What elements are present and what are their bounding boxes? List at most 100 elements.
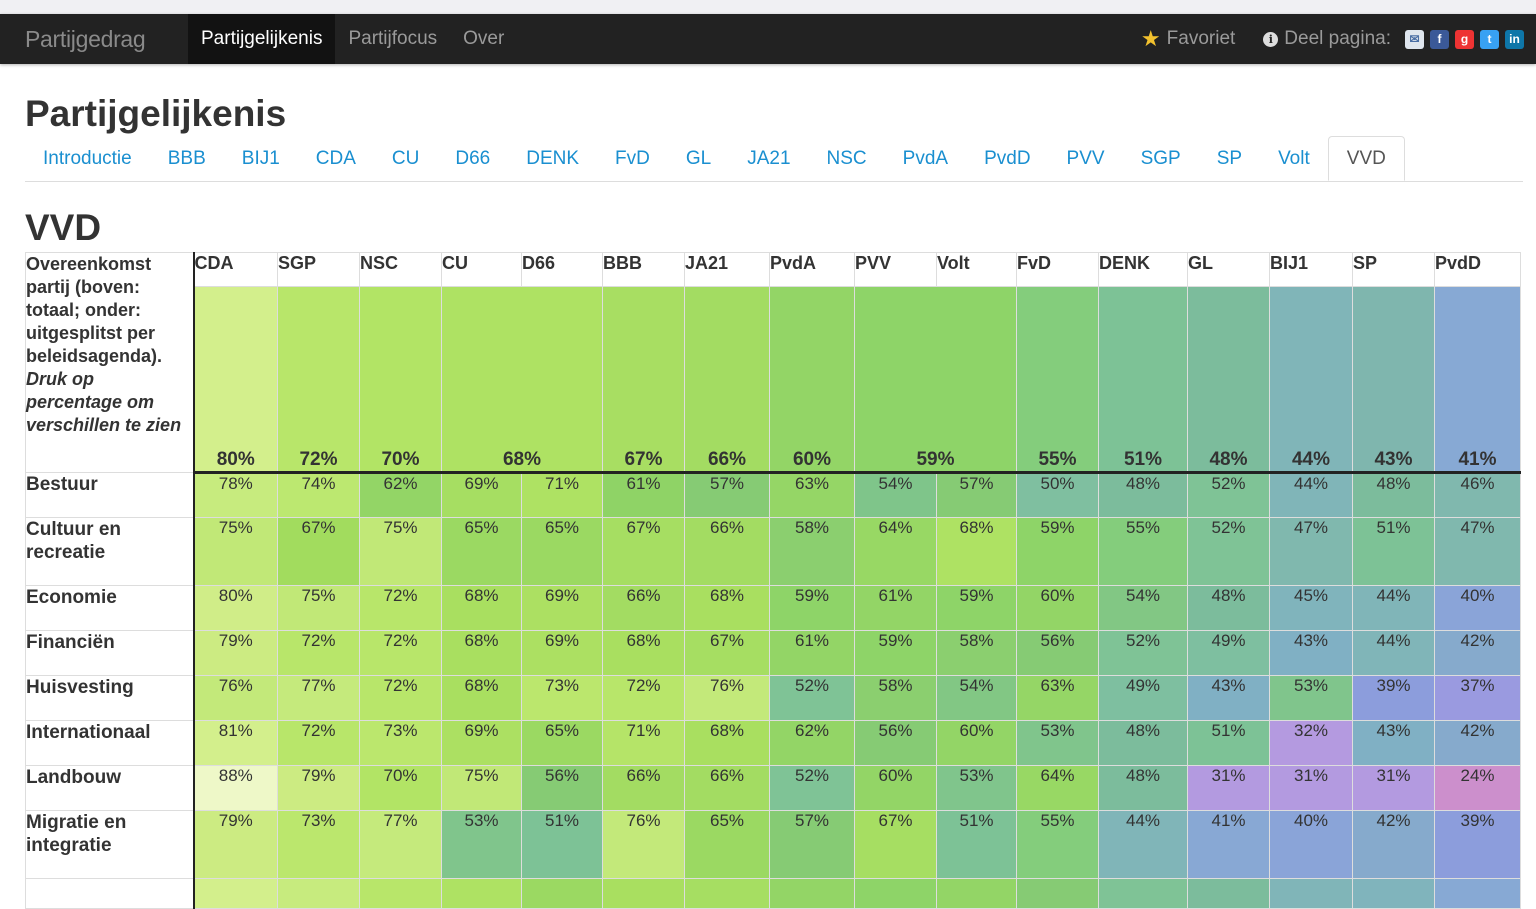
total-percentage[interactable]: 51% — [1098, 286, 1188, 474]
percentage-cell[interactable]: 75% — [359, 517, 442, 586]
percentage-cell[interactable]: 78% — [193, 472, 278, 518]
email-share-icon[interactable]: ✉ — [1405, 29, 1424, 49]
percentage-cell[interactable]: 39% — [1434, 810, 1521, 879]
percentage-cell[interactable]: 31% — [1352, 765, 1435, 811]
percentage-cell[interactable]: 60% — [1016, 585, 1099, 631]
percentage-cell[interactable]: 81% — [193, 720, 278, 766]
percentage-cell[interactable]: 54% — [936, 675, 1017, 721]
percentage-cell[interactable]: 48% — [1352, 472, 1435, 518]
tab-cu[interactable]: CU — [391, 147, 420, 169]
linkedin-share-icon[interactable]: in — [1505, 29, 1524, 49]
percentage-cell[interactable]: 65% — [521, 517, 603, 586]
tab-d66[interactable]: D66 — [455, 147, 491, 169]
percentage-cell[interactable]: 62% — [359, 472, 442, 518]
percentage-cell[interactable]: 79% — [193, 810, 278, 879]
total-percentage[interactable]: 68% — [441, 286, 603, 474]
percentage-cell[interactable]: 42% — [1434, 720, 1521, 766]
percentage-cell[interactable]: 68% — [936, 517, 1017, 586]
percentage-cell[interactable]: 61% — [854, 585, 937, 631]
percentage-cell[interactable]: 58% — [769, 517, 855, 586]
percentage-cell[interactable]: 52% — [769, 765, 855, 811]
percentage-cell[interactable]: 56% — [1016, 630, 1099, 676]
percentage-cell[interactable]: 43% — [1187, 675, 1270, 721]
percentage-cell[interactable]: 57% — [936, 472, 1017, 518]
percentage-cell[interactable]: 31% — [1269, 765, 1353, 811]
percentage-cell[interactable]: 64% — [854, 517, 937, 586]
percentage-cell[interactable]: 44% — [1352, 585, 1435, 631]
percentage-cell[interactable]: 67% — [854, 810, 937, 879]
percentage-cell[interactable]: 60% — [936, 720, 1017, 766]
percentage-cell[interactable]: 68% — [602, 630, 685, 676]
percentage-cell[interactable]: 44% — [1098, 810, 1188, 879]
percentage-cell[interactable]: 24% — [1434, 765, 1521, 811]
percentage-cell[interactable]: 47% — [1269, 517, 1353, 586]
percentage-cell[interactable]: 58% — [854, 675, 937, 721]
percentage-cell[interactable]: 69% — [521, 630, 603, 676]
percentage-cell[interactable]: 51% — [521, 810, 603, 879]
percentage-cell[interactable]: 66% — [684, 517, 770, 586]
tab-cda[interactable]: CDA — [315, 147, 356, 169]
percentage-cell[interactable]: 68% — [441, 675, 522, 721]
percentage-cell[interactable]: 79% — [193, 630, 278, 676]
twitter-share-icon[interactable]: t — [1480, 29, 1499, 49]
total-percentage[interactable]: 41% — [1434, 286, 1521, 474]
percentage-cell[interactable]: 77% — [277, 675, 360, 721]
percentage-cell[interactable]: 72% — [277, 720, 360, 766]
percentage-cell[interactable]: 59% — [854, 630, 937, 676]
percentage-cell[interactable]: 53% — [936, 765, 1017, 811]
tab-introductie[interactable]: Introductie — [43, 147, 132, 169]
percentage-cell[interactable]: 55% — [1098, 517, 1188, 586]
percentage-cell[interactable]: 73% — [277, 810, 360, 879]
facebook-share-icon[interactable]: f — [1430, 29, 1449, 49]
percentage-cell[interactable]: 42% — [1434, 630, 1521, 676]
nav-partijgelijkenis[interactable]: Partijgelijkenis — [188, 14, 336, 64]
favorite-button[interactable]: ★ Favoriet — [1141, 26, 1235, 52]
percentage-cell[interactable]: 51% — [1352, 517, 1435, 586]
tab-sp[interactable]: SP — [1216, 147, 1243, 169]
percentage-cell[interactable]: 74% — [277, 472, 360, 518]
percentage-cell[interactable]: 68% — [684, 720, 770, 766]
percentage-cell[interactable]: 43% — [1269, 630, 1353, 676]
total-percentage[interactable]: 48% — [1187, 286, 1270, 474]
percentage-cell[interactable]: 88% — [193, 765, 278, 811]
percentage-cell[interactable]: 71% — [521, 472, 603, 518]
percentage-cell[interactable]: 73% — [359, 720, 442, 766]
percentage-cell[interactable]: 58% — [936, 630, 1017, 676]
tab-pvdd[interactable]: PvdD — [984, 147, 1031, 169]
tab-vvd[interactable]: VVD — [1327, 136, 1405, 181]
percentage-cell[interactable]: 75% — [193, 517, 278, 586]
percentage-cell[interactable]: 48% — [1098, 472, 1188, 518]
percentage-cell[interactable]: 31% — [1187, 765, 1270, 811]
percentage-cell[interactable]: 56% — [854, 720, 937, 766]
percentage-cell[interactable]: 49% — [1098, 675, 1188, 721]
percentage-cell[interactable]: 67% — [602, 517, 685, 586]
percentage-cell[interactable]: 76% — [684, 675, 770, 721]
tab-ja21[interactable]: JA21 — [747, 147, 791, 169]
percentage-cell[interactable]: 68% — [441, 585, 522, 631]
percentage-cell[interactable]: 76% — [602, 810, 685, 879]
percentage-cell[interactable]: 41% — [1187, 810, 1270, 879]
percentage-cell[interactable]: 56% — [521, 765, 603, 811]
percentage-cell[interactable]: 62% — [769, 720, 855, 766]
percentage-cell[interactable]: 47% — [1434, 517, 1521, 586]
percentage-cell[interactable]: 40% — [1269, 810, 1353, 879]
total-percentage[interactable]: 70% — [359, 286, 442, 474]
tab-fvd[interactable]: FvD — [615, 147, 650, 169]
tab-bbb[interactable]: BBB — [167, 147, 206, 169]
percentage-cell[interactable]: 69% — [521, 585, 603, 631]
percentage-cell[interactable]: 61% — [602, 472, 685, 518]
percentage-cell[interactable]: 52% — [1098, 630, 1188, 676]
tab-gl[interactable]: GL — [685, 147, 712, 169]
total-percentage[interactable]: 80% — [193, 286, 278, 474]
percentage-cell[interactable]: 51% — [1187, 720, 1270, 766]
percentage-cell[interactable]: 52% — [1187, 517, 1270, 586]
percentage-cell[interactable]: 44% — [1269, 472, 1353, 518]
percentage-cell[interactable]: 57% — [684, 472, 770, 518]
percentage-cell[interactable]: 72% — [359, 585, 442, 631]
percentage-cell[interactable]: 59% — [1016, 517, 1099, 586]
percentage-cell[interactable]: 48% — [1187, 585, 1270, 631]
percentage-cell[interactable]: 79% — [277, 765, 360, 811]
tab-volt[interactable]: Volt — [1278, 147, 1310, 169]
percentage-cell[interactable]: 66% — [602, 585, 685, 631]
nav-partijfocus[interactable]: Partijfocus — [348, 28, 438, 49]
